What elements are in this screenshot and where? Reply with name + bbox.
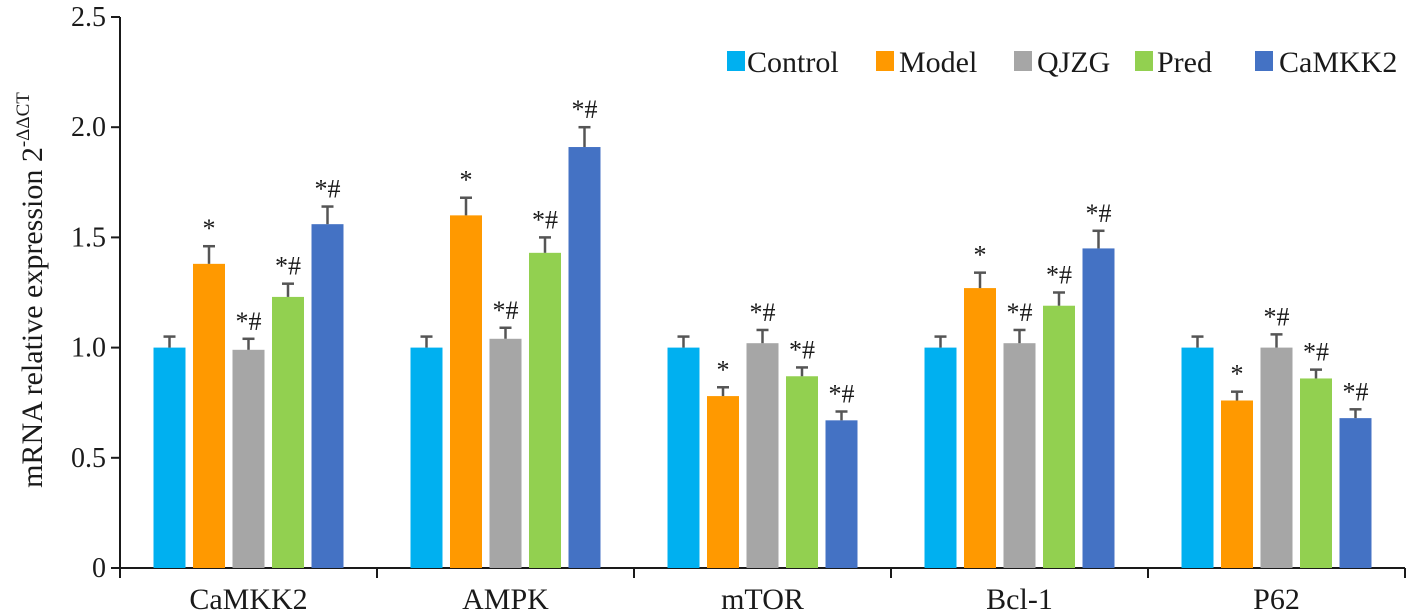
bar bbox=[707, 396, 739, 568]
significance-label: *# bbox=[789, 335, 815, 364]
significance-labels: * * * * * *# *# *# *# *# *# *# *# *# *# *# *# *# *# *# bbox=[203, 95, 1369, 408]
y-tick-label: 1.5 bbox=[71, 222, 106, 253]
bar bbox=[529, 252, 561, 568]
legend-label: CaMKK2 bbox=[1279, 46, 1397, 79]
legend-swatch bbox=[876, 51, 894, 71]
legend-swatch bbox=[1014, 51, 1032, 71]
bar bbox=[1300, 378, 1332, 568]
legend-label: Pred bbox=[1157, 46, 1212, 79]
bar bbox=[450, 215, 482, 569]
legend-swatch bbox=[727, 51, 745, 71]
bar bbox=[153, 347, 186, 568]
legend: Control Model QJZG Pred CaMKK2 bbox=[727, 46, 1397, 79]
bar bbox=[1221, 400, 1253, 568]
significance-label: *# bbox=[1303, 338, 1329, 367]
y-axis-label-main: mRNA relative expression 2 bbox=[16, 147, 49, 488]
bar bbox=[1260, 347, 1293, 568]
y-tick-label: 0 bbox=[92, 553, 106, 584]
x-ticks: CaMKK2 AMPK mTOR Bcl-1 P62 bbox=[119, 568, 1406, 616]
x-tick-label: CaMKK2 bbox=[189, 583, 307, 616]
significance-label: * bbox=[203, 214, 216, 243]
significance-label: *# bbox=[315, 175, 341, 204]
bar bbox=[746, 343, 779, 568]
bars bbox=[153, 147, 1372, 569]
y-tick-label: 1.0 bbox=[71, 333, 106, 364]
bar bbox=[1082, 248, 1115, 569]
y-tick-label: 2.0 bbox=[71, 112, 106, 143]
bar bbox=[272, 296, 304, 568]
bar bbox=[1339, 418, 1372, 568]
bar bbox=[232, 349, 265, 568]
significance-label: * bbox=[974, 241, 987, 270]
significance-label: * bbox=[460, 166, 473, 195]
y-axis-label: mRNA relative expression 2-ΔΔCT bbox=[13, 92, 49, 488]
bar bbox=[410, 347, 443, 568]
significance-label: *# bbox=[572, 95, 598, 124]
significance-label: *# bbox=[1343, 377, 1369, 406]
significance-label: *# bbox=[236, 307, 262, 336]
legend-label: QJZG bbox=[1037, 46, 1110, 79]
legend-swatch bbox=[1135, 51, 1153, 71]
bar bbox=[1181, 347, 1214, 568]
x-tick-label: P62 bbox=[1253, 583, 1300, 616]
x-tick-label: Bcl-1 bbox=[986, 583, 1053, 616]
bar bbox=[193, 263, 225, 568]
x-tick-label: AMPK bbox=[462, 583, 549, 616]
significance-label: * bbox=[717, 355, 730, 384]
significance-label: * bbox=[1231, 360, 1244, 389]
y-tick-label: 2.5 bbox=[71, 2, 106, 33]
significance-label: *# bbox=[750, 298, 776, 327]
bar bbox=[964, 288, 996, 568]
significance-label: *# bbox=[275, 252, 301, 281]
significance-label: *# bbox=[1086, 199, 1112, 228]
bar bbox=[311, 224, 344, 568]
bar bbox=[1003, 343, 1036, 568]
bar bbox=[667, 347, 700, 568]
significance-label: *# bbox=[1046, 261, 1072, 290]
legend-swatch bbox=[1255, 51, 1273, 71]
bar bbox=[568, 147, 601, 568]
bar bbox=[786, 376, 818, 568]
error-bars bbox=[163, 125, 1362, 421]
legend-label: Control bbox=[747, 46, 839, 79]
significance-label: *# bbox=[532, 205, 558, 234]
significance-label: *# bbox=[1264, 302, 1290, 331]
significance-label: *# bbox=[829, 380, 855, 409]
y-axis-label-superscript: -ΔΔCT bbox=[13, 92, 34, 147]
y-tick-label: 0.5 bbox=[71, 443, 106, 474]
y-ticks: 0 0.5 1.0 1.5 2.0 2.5 bbox=[71, 2, 120, 584]
x-tick-label: mTOR bbox=[721, 583, 804, 616]
significance-label: *# bbox=[493, 296, 519, 325]
bar bbox=[489, 338, 522, 568]
bar bbox=[924, 347, 957, 568]
significance-label: *# bbox=[1007, 298, 1033, 327]
bar bbox=[825, 420, 858, 568]
legend-label: Model bbox=[899, 46, 977, 79]
bar bbox=[1043, 305, 1075, 568]
